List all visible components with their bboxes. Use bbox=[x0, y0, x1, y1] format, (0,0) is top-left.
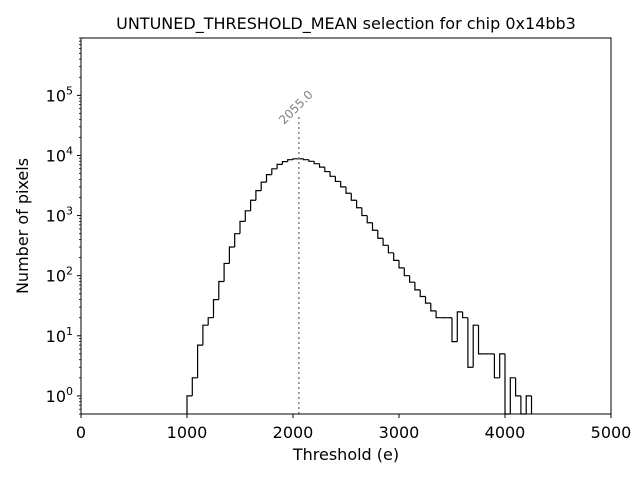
histogram-bin bbox=[281, 161, 288, 165]
y-axis-label: Number of pixels bbox=[13, 158, 32, 294]
histogram-bin bbox=[276, 163, 283, 169]
histogram-bin bbox=[435, 310, 442, 319]
histogram-bin bbox=[228, 246, 235, 264]
histogram-bin bbox=[472, 324, 479, 368]
histogram-bin bbox=[212, 299, 219, 318]
x-tick-label: 0 bbox=[76, 423, 86, 442]
histogram-bin bbox=[520, 395, 527, 415]
histogram-bin bbox=[318, 163, 325, 168]
histogram-bin bbox=[451, 317, 458, 343]
plot-frame bbox=[80, 37, 612, 415]
histogram-bin bbox=[308, 159, 315, 162]
x-axis: 0 1000 2000 3000 4000 5000 bbox=[76, 414, 631, 442]
histogram-bin bbox=[493, 353, 500, 379]
histogram-bin bbox=[191, 377, 198, 396]
histogram-bin bbox=[207, 317, 214, 326]
histogram-bin bbox=[255, 190, 262, 201]
histogram-bin bbox=[377, 230, 384, 239]
histogram-bin bbox=[292, 158, 299, 160]
threshold-annotation: 2055.0 bbox=[276, 88, 316, 128]
histogram-bin bbox=[499, 353, 505, 378]
histogram-bin bbox=[218, 280, 225, 300]
histogram-bin bbox=[409, 275, 415, 283]
histogram-bin bbox=[424, 296, 431, 304]
histogram-bin bbox=[462, 311, 468, 319]
y-axis: 100 101 102 103 104 105 bbox=[46, 37, 81, 415]
histogram-bin bbox=[477, 325, 484, 355]
x-tick-label: 3000 bbox=[379, 423, 420, 442]
histogram-bin bbox=[186, 395, 193, 414]
y-tick-label: 101 bbox=[46, 325, 73, 346]
histogram-bin bbox=[271, 168, 278, 175]
histogram-bin bbox=[456, 311, 463, 342]
histogram-bin bbox=[244, 210, 251, 222]
histogram-bin bbox=[334, 176, 341, 183]
histogram-bin bbox=[419, 289, 426, 298]
y-tick-label: 105 bbox=[46, 84, 73, 105]
histogram-bin bbox=[260, 181, 267, 191]
histogram-bin bbox=[303, 158, 309, 161]
histogram-bin bbox=[340, 181, 346, 188]
histogram-bin bbox=[398, 260, 405, 269]
histogram-bin bbox=[197, 344, 203, 378]
y-tick-label: 103 bbox=[46, 205, 73, 226]
histogram-bin bbox=[329, 171, 336, 177]
histogram-bin bbox=[265, 174, 272, 183]
chart-title: UNTUNED_THRESHOLD_MEAN selection for chi… bbox=[116, 14, 576, 34]
histogram-bin bbox=[525, 395, 532, 414]
histogram-bin bbox=[414, 282, 421, 291]
x-tick-label: 2000 bbox=[273, 423, 314, 442]
plot-area: 2055.0 bbox=[186, 88, 533, 415]
histogram-bin bbox=[366, 215, 373, 224]
histogram-bin bbox=[202, 324, 209, 346]
histogram-bin bbox=[387, 245, 394, 254]
histogram-bin bbox=[504, 353, 511, 415]
histogram-bin bbox=[393, 252, 399, 261]
histogram-bin bbox=[313, 161, 320, 165]
histogram-bin bbox=[223, 262, 230, 282]
histogram-bin bbox=[350, 193, 357, 201]
x-tick-label: 4000 bbox=[485, 423, 526, 442]
histogram-bin bbox=[250, 199, 256, 211]
histogram-bin bbox=[403, 267, 410, 277]
histogram-bin bbox=[361, 207, 368, 217]
x-tick-label: 1000 bbox=[167, 423, 208, 442]
x-tick-label: 5000 bbox=[591, 423, 632, 442]
histogram-bin bbox=[430, 303, 437, 312]
histogram-bin bbox=[287, 159, 293, 162]
histogram-bin bbox=[371, 222, 378, 231]
y-tick-label: 100 bbox=[46, 385, 73, 406]
histogram-bin bbox=[239, 220, 246, 234]
histogram-bin bbox=[509, 377, 516, 414]
histogram-bin bbox=[234, 233, 240, 248]
histogram-bin bbox=[356, 200, 362, 209]
histogram-bin bbox=[515, 377, 521, 397]
histogram-bin bbox=[467, 317, 474, 368]
histogram-bin bbox=[345, 186, 352, 194]
y-tick-label: 104 bbox=[46, 144, 73, 165]
histogram-bin bbox=[324, 167, 331, 173]
x-axis-label: Threshold (e) bbox=[292, 445, 399, 464]
y-tick-label: 102 bbox=[46, 265, 73, 286]
histogram-bin bbox=[382, 238, 389, 246]
